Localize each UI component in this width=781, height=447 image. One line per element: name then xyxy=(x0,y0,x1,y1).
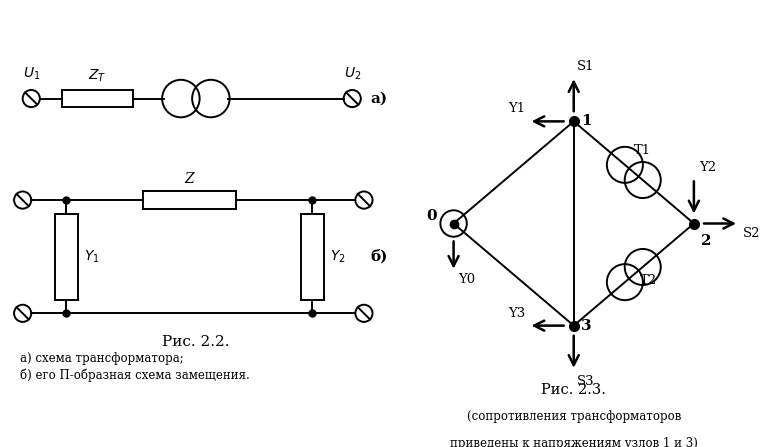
Bar xyxy=(62,90,133,107)
Text: б): б) xyxy=(370,249,387,264)
Text: S3: S3 xyxy=(576,375,594,388)
Text: $Z_T$: $Z_T$ xyxy=(88,67,107,84)
Text: Рис. 2.3.: Рис. 2.3. xyxy=(541,383,606,396)
Text: б) его П-образная схема замещения.: б) его П-образная схема замещения. xyxy=(20,369,249,382)
Text: а): а) xyxy=(370,92,387,105)
Text: 1: 1 xyxy=(581,114,591,128)
Text: T1: T1 xyxy=(634,143,651,157)
Text: $U_1$: $U_1$ xyxy=(23,66,40,82)
Text: S1: S1 xyxy=(576,60,594,73)
Text: Y2: Y2 xyxy=(699,161,716,174)
Bar xyxy=(143,191,237,209)
Text: Рис. 2.2.: Рис. 2.2. xyxy=(162,335,229,349)
Text: (сопротивления трансформаторов: (сопротивления трансформаторов xyxy=(466,410,681,423)
Text: $U_2$: $U_2$ xyxy=(344,66,361,82)
Text: $Y_1$: $Y_1$ xyxy=(84,249,99,265)
Text: Y1: Y1 xyxy=(508,102,526,115)
Text: Y3: Y3 xyxy=(508,307,526,320)
Bar xyxy=(55,214,78,300)
Text: 0: 0 xyxy=(426,209,437,224)
Text: Y0: Y0 xyxy=(458,273,476,286)
Text: Z: Z xyxy=(184,173,194,186)
Text: 3: 3 xyxy=(581,319,591,333)
Text: S2: S2 xyxy=(744,227,761,240)
Text: приведены к напряжениям узлов 1 и 3): приведены к напряжениям узлов 1 и 3) xyxy=(450,437,697,447)
Text: $Y_2$: $Y_2$ xyxy=(330,249,345,265)
Text: а) схема трансформатора;: а) схема трансформатора; xyxy=(20,352,184,365)
Bar xyxy=(301,214,324,300)
Text: T2: T2 xyxy=(640,274,657,287)
Text: 2: 2 xyxy=(701,234,711,249)
